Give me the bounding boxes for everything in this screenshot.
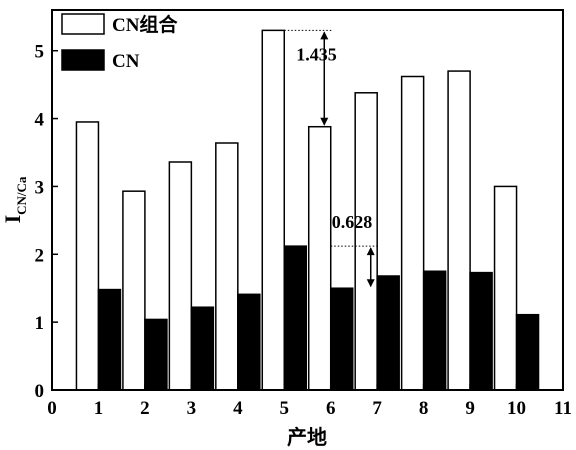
x-tick-label-7: 7	[372, 398, 382, 419]
bar-cn-combo-7	[354, 92, 378, 391]
y-tick-label-3: 3	[35, 177, 45, 198]
x-tick-label-10: 10	[507, 398, 526, 419]
annotation-arrowhead-down-0	[320, 117, 329, 126]
plot-frame	[51, 9, 564, 391]
bar-cn-combo-4	[215, 142, 239, 391]
x-tick-label-0: 0	[47, 398, 57, 419]
bar-cn-combo-2	[122, 190, 146, 391]
bar-cn-10	[515, 313, 540, 391]
legend-label-0: CN组合	[112, 13, 178, 36]
bar-cn-4	[237, 293, 261, 391]
bar-cn-combo-5	[261, 29, 286, 391]
y-tick-label-5: 5	[35, 42, 45, 63]
bar-cn-combo-6	[307, 125, 332, 391]
x-axis-label: 产地	[287, 425, 327, 449]
y-tick-label-0: 0	[35, 381, 45, 402]
y-tick-label-1: 1	[35, 313, 45, 334]
bar-cn-9	[469, 271, 493, 391]
bar-cn-2	[144, 318, 168, 391]
bar-cn-5	[283, 245, 308, 391]
annotation-label-1: 0.628	[332, 212, 373, 232]
x-tick-label-1: 1	[94, 398, 104, 419]
bar-cn-combo-8	[400, 75, 425, 391]
bar-cn-combo-3	[168, 161, 193, 391]
x-tick-label-5: 5	[280, 398, 290, 419]
annotation-arrowhead-up-1	[366, 247, 375, 256]
ticks-layer: 0 1 2 3 4 5 6 7 8 9 10 11 0 1 2 3 4 5	[35, 42, 572, 419]
x-tick-label-6: 6	[326, 398, 336, 419]
y-axis-label: ICN/Ca	[0, 176, 29, 223]
legend-swatch-1	[61, 49, 105, 71]
bar-cn-6	[329, 287, 354, 391]
annotation-arrowhead-down-1	[366, 279, 375, 288]
y-tick-label-2: 2	[35, 245, 45, 266]
bar-cn-3	[190, 306, 215, 391]
bars-layer	[75, 29, 540, 391]
bar-cn-combo-10	[493, 185, 518, 391]
bar-cn-7	[376, 275, 400, 391]
bar-cn-1	[97, 288, 122, 391]
legend: CN组合 CN	[61, 13, 178, 72]
x-tick-label-8: 8	[419, 398, 429, 419]
bar-cn-combo-9	[447, 70, 471, 391]
annotations-layer: 1.435 0.628	[284, 29, 379, 288]
annotation-arrowhead-up-0	[320, 31, 329, 40]
x-tick-label-9: 9	[465, 398, 475, 419]
bar-cn-8	[422, 270, 447, 391]
legend-label-1: CN	[112, 51, 140, 72]
legend-swatch-0	[61, 13, 105, 35]
annotation-label-0: 1.435	[296, 45, 337, 65]
x-tick-label-4: 4	[233, 398, 243, 419]
bar-cn-combo-1	[75, 121, 100, 391]
y-axis-label-sub: CN/Ca	[14, 176, 29, 215]
x-tick-label-2: 2	[140, 398, 150, 419]
y-tick-label-4: 4	[35, 110, 45, 131]
x-tick-label-11: 11	[554, 398, 572, 419]
x-tick-label-3: 3	[187, 398, 197, 419]
y-axis-label-main: I	[0, 215, 25, 224]
